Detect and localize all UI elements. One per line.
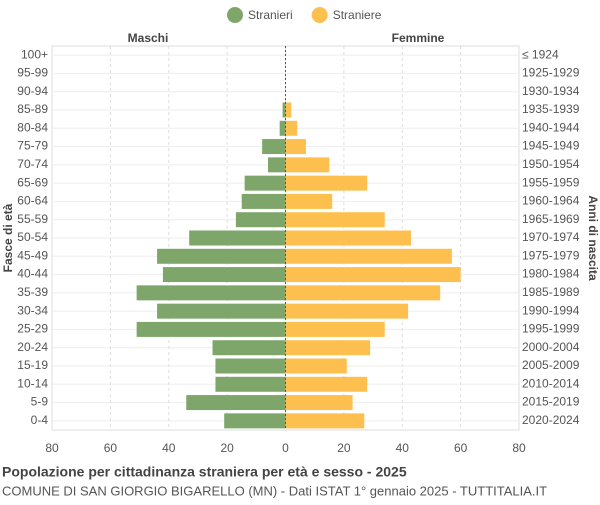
legend-label: Straniere: [333, 8, 382, 22]
x-tick-label: 20: [220, 441, 234, 455]
bar: [285, 212, 385, 228]
y-tick-label: 60-64: [17, 194, 48, 208]
x-tick-label: 0: [282, 441, 289, 455]
left-label: Maschi: [128, 31, 169, 45]
x-tick-label: 40: [396, 441, 410, 455]
bar: [285, 376, 368, 392]
bar: [285, 102, 292, 118]
x-tick-label: 60: [104, 441, 118, 455]
x-tick-label: 80: [45, 441, 59, 455]
bar: [189, 230, 286, 246]
right-label: Femmine: [392, 31, 445, 45]
bar: [136, 321, 286, 337]
y-tick-label: 20-24: [17, 340, 48, 354]
y2-tick-label: 1945-1949: [522, 139, 580, 153]
bar: [241, 193, 286, 209]
y-tick-label: 45-49: [17, 248, 48, 262]
y2-tick-label: 1940-1944: [522, 120, 580, 134]
bar: [285, 157, 330, 173]
y-axis-title: Fasce di età: [1, 203, 15, 272]
bar: [224, 413, 286, 429]
y-tick-label: 5-9: [31, 395, 49, 409]
y-tick-label: 50-54: [17, 230, 48, 244]
bar: [285, 413, 365, 429]
bar: [285, 340, 371, 356]
y2-tick-label: 2000-2004: [522, 340, 580, 354]
y-tick-label: 25-29: [17, 322, 48, 336]
y-tick-label: 95-99: [17, 66, 48, 80]
bar: [285, 175, 368, 191]
bar: [157, 248, 286, 264]
bar: [212, 340, 286, 356]
x-tick-label: 40: [162, 441, 176, 455]
bar: [285, 303, 409, 319]
bar: [285, 193, 333, 209]
bar: [215, 358, 286, 374]
y-tick-label: 10-14: [17, 376, 48, 390]
y2-tick-label: ≤ 1924: [522, 47, 559, 61]
y2-tick-label: 1985-1989: [522, 285, 580, 299]
legend-swatch: [227, 7, 243, 23]
bar: [157, 303, 286, 319]
y2-tick-label: 1970-1974: [522, 230, 580, 244]
bar: [162, 267, 286, 283]
y2-tick-label: 1980-1984: [522, 267, 580, 281]
y-tick-label: 70-74: [17, 157, 48, 171]
chart-subtitle: COMUNE DI SAN GIORGIO BIGARELLO (MN) - D…: [2, 483, 547, 498]
y-tick-label: 0-4: [31, 413, 49, 427]
legend-label: Stranieri: [248, 8, 293, 22]
y2-tick-label: 2010-2014: [522, 376, 580, 390]
y-tick-label: 80-84: [17, 120, 48, 134]
y2-tick-label: 1950-1954: [522, 157, 580, 171]
bar: [215, 376, 286, 392]
y-tick-label: 90-94: [17, 84, 48, 98]
y2-tick-label: 1925-1929: [522, 66, 580, 80]
y-tick-label: 35-39: [17, 285, 48, 299]
bar: [285, 139, 306, 155]
y2-tick-label: 2015-2019: [522, 395, 580, 409]
y2-tick-label: 1990-1994: [522, 303, 580, 317]
x-tick-label: 20: [337, 441, 351, 455]
bar: [285, 395, 353, 411]
y-tick-label: 30-34: [17, 303, 48, 317]
bar: [285, 120, 298, 136]
legend-swatch: [311, 7, 328, 23]
chart-title: Popolazione per cittadinanza straniera p…: [2, 464, 407, 480]
y-tick-label: 55-59: [17, 212, 48, 226]
bar: [244, 175, 286, 191]
y2-tick-label: 2020-2024: [522, 413, 580, 427]
bar: [285, 358, 347, 374]
y-tick-label: 65-69: [17, 175, 48, 189]
y2-tick-label: 1995-1999: [522, 322, 580, 336]
y-tick-label: 15-19: [17, 358, 48, 372]
bar: [262, 139, 286, 155]
bar: [285, 248, 452, 264]
y2-tick-label: 1930-1934: [522, 84, 580, 98]
bar: [285, 321, 385, 337]
y2-tick-label: 1955-1959: [522, 175, 580, 189]
y2-tick-label: 1935-1939: [522, 102, 580, 116]
y2-tick-label: 2005-2009: [522, 358, 580, 372]
y-tick-label: 40-44: [17, 267, 48, 281]
bar: [285, 267, 461, 283]
bar: [285, 285, 441, 301]
bar: [279, 120, 286, 136]
y-tick-label: 100+: [21, 47, 48, 61]
bar: [235, 212, 286, 228]
y-tick-label: 85-89: [17, 102, 48, 116]
y2-tick-label: 1960-1964: [522, 194, 580, 208]
bar: [186, 395, 286, 411]
y-tick-label: 75-79: [17, 139, 48, 153]
bar: [285, 230, 412, 246]
x-tick-label: 80: [512, 441, 526, 455]
bar: [282, 102, 286, 118]
bar: [136, 285, 286, 301]
x-tick-label: 60: [454, 441, 468, 455]
y2-tick-label: 1965-1969: [522, 212, 580, 226]
y2-tick-label: 1975-1979: [522, 248, 580, 262]
bar: [267, 157, 286, 173]
y2-axis-title: Anni di nascita: [586, 195, 600, 281]
